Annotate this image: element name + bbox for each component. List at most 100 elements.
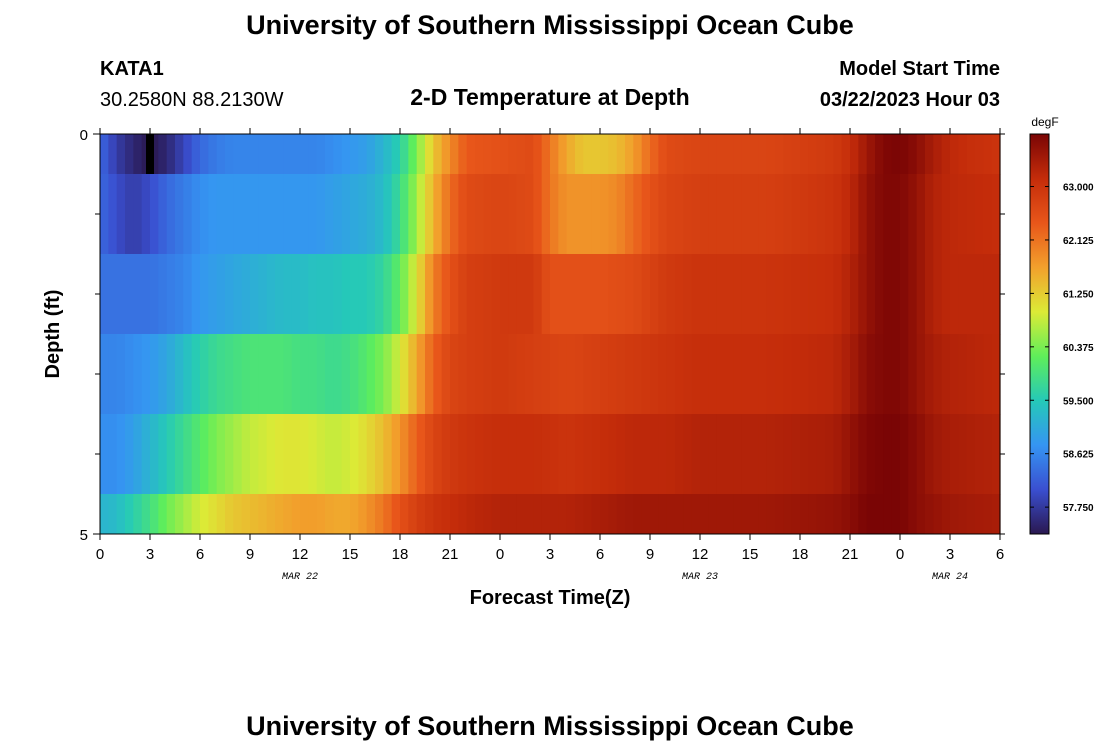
heatmap-cell-layer-1	[333, 174, 343, 255]
heatmap-cell-layer-4	[358, 414, 368, 495]
heatmap-cell-layer-2	[566, 254, 576, 335]
heatmap-cell-layer-2	[883, 254, 893, 335]
heatmap-cell-layer-1	[583, 174, 593, 255]
heatmap-cell-layer-2	[408, 254, 418, 335]
heatmap-cell-layer-0	[991, 134, 1001, 175]
heatmap-cell-layer-5	[758, 494, 768, 535]
heatmap-cell-layer-2	[458, 254, 468, 335]
heatmap-cell-layer-2	[533, 254, 543, 335]
heatmap-cell-layer-5	[866, 494, 876, 535]
heatmap-cell-layer-2	[808, 254, 818, 335]
heatmap-cell-layer-2	[266, 254, 276, 335]
heatmap-cell-layer-2	[291, 254, 301, 335]
heatmap-cell-layer-5	[516, 494, 526, 535]
heatmap-cell-layer-0	[391, 134, 401, 175]
heatmap-cell-layer-3	[341, 334, 351, 415]
heatmap-cell-layer-5	[650, 494, 659, 535]
heatmap-cell-layer-4	[941, 414, 951, 495]
heatmap-cell-layer-3	[366, 334, 376, 415]
heatmap-cell-layer-2	[141, 254, 151, 335]
heatmap-cell-layer-2	[616, 254, 626, 335]
heatmap-cell-layer-0	[583, 134, 593, 175]
colorbar-ticks: 57.750 58.625 59.500 60.375 61.250 62.125 63.0…	[1030, 183, 1094, 514]
heatmap-cell-layer-2	[791, 254, 801, 335]
heatmap-cell-layer-2	[833, 254, 843, 335]
x-tick-label: 3	[146, 546, 154, 563]
heatmap-cell-layer-3	[991, 334, 1001, 415]
heatmap-cell-layer-3	[175, 334, 184, 415]
heatmap-cell-layer-3	[658, 334, 668, 415]
heatmap-cell-layer-4	[266, 414, 276, 495]
heatmap-cell-layer-3	[500, 334, 509, 415]
heatmap-cell-layer-2	[691, 254, 701, 335]
heatmap-cell-layer-5	[725, 494, 734, 535]
date-labels: MAR 22 MAR 23 MAR 24	[282, 572, 968, 583]
chart-title: 2-D Temperature at Depth	[410, 84, 689, 110]
heatmap-cell-layer-0	[383, 134, 393, 175]
heatmap-cell-layer-4	[191, 414, 201, 495]
heatmap-cell-layer-4	[250, 414, 259, 495]
heatmap-cell-layer-1	[183, 174, 193, 255]
heatmap-cell-layer-3	[216, 334, 226, 415]
heatmap-cell-layer-1	[491, 174, 501, 255]
x-tick-label: 21	[842, 546, 859, 563]
heatmap-cell-layer-1	[325, 174, 334, 255]
heatmap-cell-layer-2	[258, 254, 268, 335]
heatmap-cell-layer-2	[150, 254, 159, 335]
heatmap-cell-layer-0	[600, 134, 609, 175]
heatmap-cell-layer-2	[300, 254, 309, 335]
heatmap-cell-layer-4	[583, 414, 593, 495]
heatmap-cell-layer-0	[958, 134, 968, 175]
heatmap-cell-layer-1	[608, 174, 618, 255]
heatmap-cell-layer-0	[108, 134, 118, 175]
x-tick-label: 9	[646, 546, 654, 563]
heatmap-cell-layer-0	[316, 134, 326, 175]
heatmap-cell-layer-4	[500, 414, 509, 495]
heatmap-cell-layer-1	[833, 174, 843, 255]
heatmap-cell-layer-4	[241, 414, 251, 495]
heatmap-cell-layer-2	[483, 254, 493, 335]
heatmap-cell-layer-3	[108, 334, 118, 415]
heatmap-cell-layer-3	[675, 334, 684, 415]
heatmap-cell-layer-4	[766, 414, 776, 495]
heatmap-cell-layer-1	[141, 174, 151, 255]
heatmap-cell-layer-0	[833, 134, 843, 175]
heatmap-cell-layer-0	[758, 134, 768, 175]
heatmap-cell-layer-5	[266, 494, 276, 535]
heatmap-cell-layer-0	[625, 134, 634, 175]
heatmap-cell-layer-3	[275, 334, 284, 415]
heatmap-cell-layer-5	[433, 494, 443, 535]
x-tick-label: 6	[996, 546, 1004, 563]
heatmap-cell-layer-4	[750, 414, 759, 495]
heatmap-cell-layer-1	[891, 174, 901, 255]
heatmap-cell-layer-4	[808, 414, 818, 495]
heatmap-cell-layer-5	[400, 494, 409, 535]
heatmap-cell-layer-1	[516, 174, 526, 255]
heatmap-cell-layer-4	[316, 414, 326, 495]
heatmap-cell-layer-1	[191, 174, 201, 255]
heatmap-cell-layer-5	[875, 494, 884, 535]
heatmap-cell-layer-4	[366, 414, 376, 495]
heatmap-cell-layer-2	[800, 254, 809, 335]
heatmap-cell-layer-5	[416, 494, 426, 535]
heatmap-cell-layer-3	[475, 334, 484, 415]
heatmap-cell-layer-4	[116, 414, 126, 495]
heatmap-cell-layer-1	[916, 174, 926, 255]
heatmap-cell-layer-5	[741, 494, 751, 535]
heatmap-cell-layer-1	[800, 174, 809, 255]
heatmap-cell-layer-0	[891, 134, 901, 175]
heatmap-cell-layer-1	[300, 174, 309, 255]
heatmap-cell-layer-2	[900, 254, 909, 335]
x-tick-label: 15	[742, 546, 759, 563]
heatmap-cell-layer-0	[291, 134, 301, 175]
heatmap-cell-layer-2	[333, 254, 343, 335]
footer-title: University of Southern Mississippi Ocean…	[246, 711, 854, 741]
heatmap-cell-layer-3	[300, 334, 309, 415]
heatmap-cell-layer-2	[675, 254, 684, 335]
colorbar-tick-label: 62.125	[1063, 236, 1094, 247]
heatmap-cell-layer-0	[691, 134, 701, 175]
heatmap-cell-layer-5	[991, 494, 1001, 535]
heatmap-cell-layer-5	[700, 494, 709, 535]
heatmap-cell-layer-0	[783, 134, 793, 175]
heatmap-cell-layer-3	[566, 334, 576, 415]
